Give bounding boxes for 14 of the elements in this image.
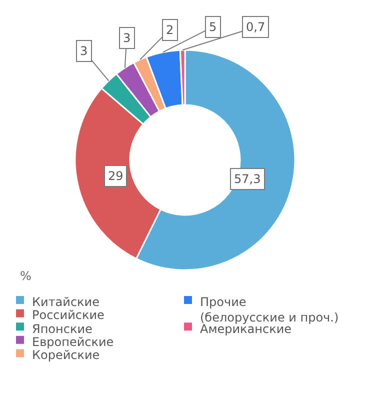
data-label: 0,7 [246, 20, 266, 34]
data-label: 2 [166, 23, 174, 37]
legend-label: Китайские [32, 295, 100, 309]
legend-label: Японские [32, 322, 92, 336]
data-label: 29 [108, 169, 124, 183]
data-label: 3 [123, 31, 131, 45]
legend-label: Прочие (белорусские и проч.) [200, 295, 339, 325]
data-label: 3 [80, 44, 88, 58]
data-label: 5 [209, 20, 217, 34]
legend-label: Европейские [32, 335, 114, 349]
legend-label: Российские [32, 308, 104, 322]
data-label: 57,3 [234, 172, 261, 186]
text: % [20, 269, 32, 283]
legend-label: Корейские [32, 348, 100, 362]
